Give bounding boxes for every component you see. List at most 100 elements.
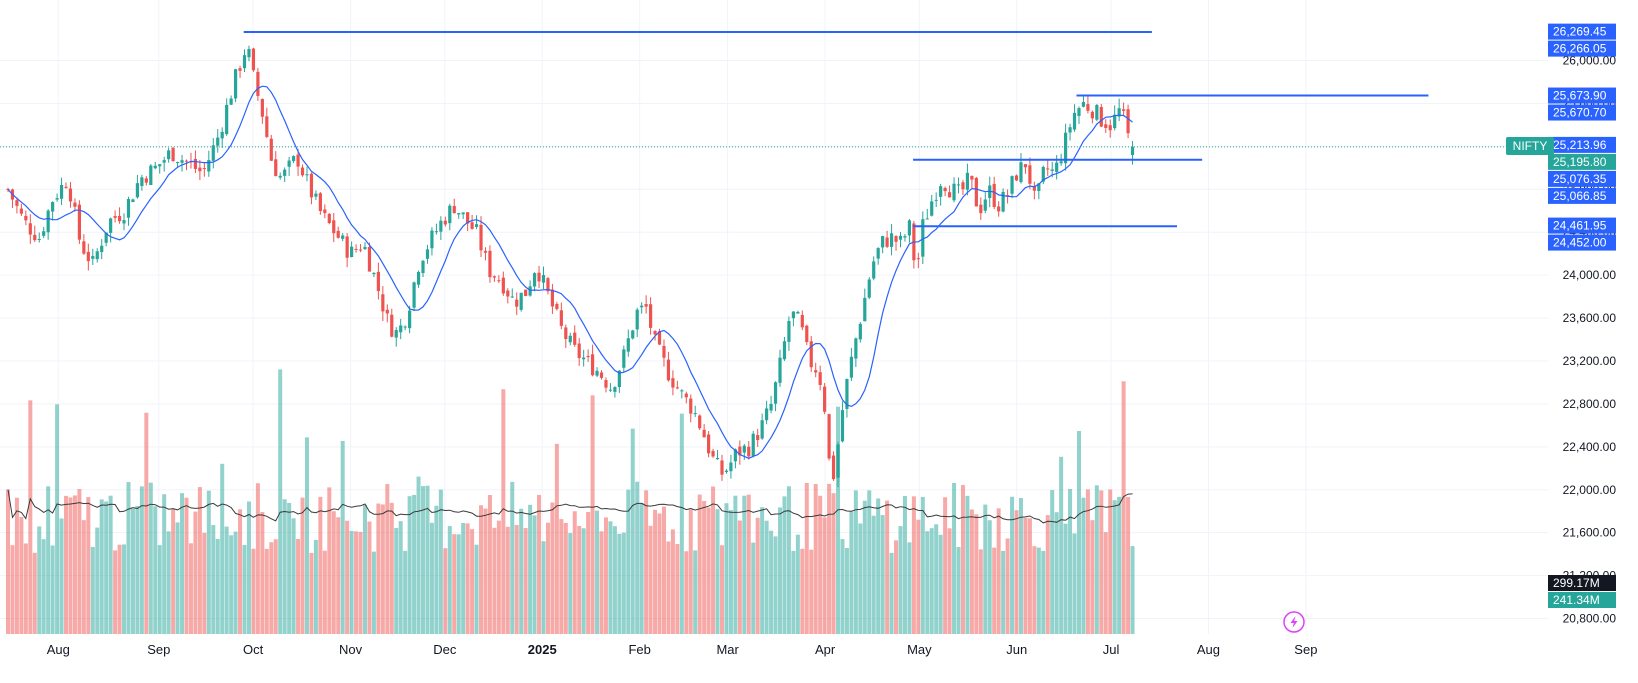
candle-body (702, 429, 706, 438)
volume-bar (1045, 515, 1050, 634)
candle-body (153, 165, 157, 169)
volume-bar (1036, 547, 1041, 634)
volume-bar (72, 495, 77, 634)
volume-bar (224, 526, 229, 634)
candle-body (385, 309, 389, 314)
candle-body (840, 410, 845, 442)
candle-body (590, 354, 595, 376)
candle-body (443, 220, 447, 225)
volume-bar (769, 530, 774, 634)
candle-body (921, 219, 925, 257)
volume-bar (746, 494, 751, 634)
candle-body (1099, 106, 1103, 127)
tag-24452-bg (1548, 234, 1616, 251)
candle-body (1126, 109, 1130, 134)
volume-bar (1103, 532, 1108, 634)
volume-bar (728, 510, 733, 634)
volume-bar (264, 548, 269, 634)
volume-bar (925, 531, 930, 634)
volume-bar (349, 530, 354, 634)
candle-body (760, 420, 764, 439)
volume-bar (122, 544, 127, 634)
candle-body (117, 215, 122, 222)
symbol-badge: NIFTY (1506, 137, 1554, 155)
tag-25670-bg (1548, 104, 1616, 121)
volume-bar (1054, 512, 1059, 634)
candle-body (930, 201, 934, 216)
volume-bar (501, 389, 506, 634)
candle-body (805, 325, 809, 343)
volume-bar (206, 490, 211, 634)
time-tick-label: Sep (147, 642, 170, 657)
candle-body (885, 237, 889, 247)
volume-bar (148, 482, 153, 634)
volume-bar (1099, 490, 1104, 634)
candle-body (997, 206, 1001, 212)
volume-bar (197, 487, 202, 634)
volume-bar (113, 550, 118, 634)
volume-bar (496, 520, 501, 634)
candle-body (541, 275, 546, 283)
candle-body (238, 68, 242, 71)
candle-body (613, 387, 617, 392)
volume-bar (876, 498, 881, 634)
volume-bar (68, 497, 73, 634)
volume-bar (510, 481, 515, 634)
volume-bar (965, 495, 970, 634)
candle-body (586, 356, 590, 358)
volume-bar (99, 499, 104, 634)
volume-bar (394, 527, 399, 634)
candle-body (175, 162, 180, 164)
tag-25670: 25,670.70 (1553, 106, 1607, 120)
volume-bar (626, 489, 631, 634)
volume-bar (911, 496, 916, 634)
candle-body (109, 218, 113, 233)
time-tick-label: Nov (339, 642, 363, 657)
volume-bar (1117, 496, 1122, 634)
volume-bar (1090, 520, 1095, 634)
candle-body (1077, 108, 1081, 116)
volume-bar (380, 504, 385, 634)
volume-bar (603, 517, 608, 634)
volume-bar (737, 520, 742, 634)
volume-bar (719, 545, 724, 634)
candle-body (46, 210, 50, 233)
candle-body (550, 289, 555, 307)
candle-body (381, 294, 385, 312)
volume-bar (1081, 497, 1086, 634)
candle-body (831, 455, 836, 480)
candle-body (791, 311, 795, 319)
candle-body (555, 303, 559, 309)
candle-body (314, 193, 318, 197)
candle-body (345, 236, 349, 258)
volume-bar (956, 547, 961, 634)
volume-bars (6, 369, 1135, 634)
time-tick-label: Mar (716, 642, 739, 657)
volume-bar (1032, 546, 1037, 634)
symbol-badge-label: NIFTY (1513, 139, 1548, 153)
volume-bar (438, 489, 443, 634)
volume-bar (568, 533, 573, 634)
time-axis[interactable]: Aug Sep Oct Nov Dec 2025 Feb Mar Apr May Jun Jul Aug… (47, 642, 1318, 657)
candle-body (269, 138, 273, 161)
volume-bar (867, 490, 872, 634)
candle-body (341, 235, 345, 239)
candle-body (876, 248, 880, 259)
candle-body (162, 160, 166, 163)
candle-body (617, 370, 621, 388)
volume-bar (282, 499, 287, 634)
candle-body (693, 413, 697, 415)
volume-bar (1121, 381, 1126, 634)
candle-body (336, 230, 340, 238)
volume-bar (108, 495, 113, 634)
tag-25213: 25,213.96 (1553, 138, 1607, 152)
volume-bar (532, 515, 537, 634)
lightning-icon[interactable] (1283, 611, 1305, 633)
candle-body (778, 357, 782, 383)
candle-body (1014, 175, 1019, 181)
volume-bar (894, 540, 899, 634)
volume-bar (840, 539, 845, 634)
volume-bar (644, 490, 649, 634)
volume-bar (50, 545, 55, 634)
